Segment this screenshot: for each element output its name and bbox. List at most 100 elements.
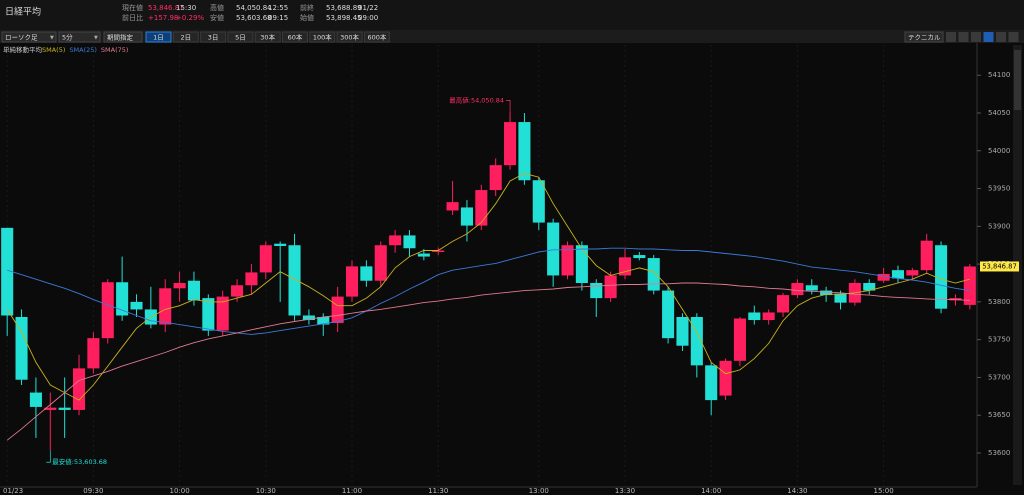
candle-body bbox=[345, 266, 359, 297]
period-button-text: 2日 bbox=[180, 34, 191, 42]
candle-body bbox=[15, 317, 28, 380]
period-button-text: 600本 bbox=[367, 33, 386, 42]
indicator-title: 単純移動平均 bbox=[3, 45, 43, 54]
tool-icon[interactable] bbox=[958, 32, 969, 42]
stat-label: 前終 bbox=[300, 3, 314, 12]
candle-body bbox=[374, 245, 387, 281]
candle-body bbox=[101, 282, 114, 339]
candle-body bbox=[891, 270, 905, 279]
candle-body bbox=[662, 290, 675, 339]
stat-value: 53,603.68 bbox=[236, 14, 272, 22]
last-price-tag bbox=[980, 261, 1019, 272]
candle-body bbox=[805, 285, 818, 291]
candle-body bbox=[245, 272, 258, 286]
interval-dropdown[interactable] bbox=[58, 31, 101, 43]
period-button-text: 1日 bbox=[153, 34, 164, 42]
candle-body bbox=[288, 245, 301, 316]
candle-body bbox=[777, 295, 790, 313]
tool-icon[interactable] bbox=[996, 32, 1006, 42]
style-dropdown-text: ローソク足 bbox=[5, 34, 38, 42]
period-button-text: 100本 bbox=[313, 33, 332, 42]
y-tick-label: 54050 bbox=[988, 109, 1010, 117]
style-dropdown[interactable] bbox=[1, 31, 57, 43]
candle-body bbox=[748, 312, 761, 321]
candle-body bbox=[877, 273, 890, 281]
candle-body bbox=[389, 235, 402, 246]
tool-icon[interactable] bbox=[1008, 32, 1019, 42]
y-tick-label: 54100 bbox=[988, 71, 1010, 79]
period-button-text: 300本 bbox=[340, 33, 359, 42]
period-button[interactable] bbox=[282, 31, 308, 43]
technical-button[interactable] bbox=[904, 31, 944, 43]
candle-body bbox=[403, 235, 416, 249]
header-bg bbox=[0, 0, 1024, 30]
candle-body bbox=[647, 258, 660, 291]
sma-line bbox=[6, 282, 970, 441]
period-button[interactable] bbox=[254, 31, 281, 43]
candle-body bbox=[360, 266, 373, 281]
period-button[interactable] bbox=[227, 31, 254, 43]
stat-label: 始値 bbox=[300, 13, 314, 22]
candle-body bbox=[460, 207, 473, 226]
candle-body bbox=[446, 202, 459, 211]
candle-body bbox=[302, 315, 315, 321]
sma-line bbox=[7, 247, 970, 335]
stat-label: 前日比 bbox=[122, 13, 143, 22]
x-tick-label: 14:30 bbox=[787, 487, 807, 495]
candle-body bbox=[575, 245, 588, 283]
candle-body bbox=[561, 245, 574, 276]
candle-body bbox=[216, 296, 229, 331]
tool-icon[interactable] bbox=[983, 32, 994, 42]
x-tick-label: 01/23 bbox=[3, 487, 23, 495]
stat-extra: 01/22 bbox=[358, 4, 378, 12]
interval-dropdown-text: 5分 bbox=[62, 33, 73, 42]
stat-extra: 09:15 bbox=[268, 14, 288, 22]
candle-body bbox=[475, 190, 488, 226]
period-button[interactable] bbox=[145, 31, 172, 43]
x-tick-label: 15:00 bbox=[874, 487, 894, 495]
x-tick-label: 11:00 bbox=[342, 487, 362, 495]
candle-body bbox=[690, 317, 703, 366]
candle-body bbox=[518, 122, 531, 181]
tool-icon[interactable] bbox=[946, 32, 956, 42]
range-input[interactable] bbox=[103, 31, 143, 43]
candle-body bbox=[676, 317, 689, 346]
scroll-thumb[interactable] bbox=[1014, 50, 1021, 110]
candle-body bbox=[317, 317, 330, 325]
candle-body bbox=[231, 285, 244, 297]
candle-body bbox=[58, 407, 71, 410]
period-button[interactable] bbox=[363, 31, 390, 43]
candle-body bbox=[820, 290, 833, 296]
period-button[interactable] bbox=[309, 31, 336, 43]
y-tick-label: 53650 bbox=[988, 411, 1010, 419]
candle-body bbox=[733, 318, 746, 361]
legend-entry: SMA(5) bbox=[42, 46, 65, 54]
candle-body bbox=[159, 288, 172, 325]
period-button[interactable] bbox=[172, 31, 199, 43]
stat-extra: 12:55 bbox=[268, 4, 288, 12]
stat-value: 53,898.45 bbox=[326, 14, 362, 22]
stat-label: 現在値 bbox=[122, 3, 143, 12]
stat-value: 53,688.89 bbox=[326, 4, 362, 12]
candle-body bbox=[432, 250, 445, 253]
candle-body bbox=[920, 240, 933, 271]
candle-body bbox=[87, 338, 100, 369]
candle-body bbox=[590, 283, 603, 299]
candle-body bbox=[130, 301, 143, 310]
tool-icon[interactable] bbox=[971, 32, 981, 42]
period-button[interactable] bbox=[200, 31, 227, 43]
candle-body bbox=[187, 280, 200, 301]
candle-body bbox=[29, 392, 42, 407]
candle-body bbox=[604, 275, 617, 299]
period-button[interactable] bbox=[336, 31, 363, 43]
y-tick-label: 53600 bbox=[988, 449, 1010, 457]
x-tick-label: 10:00 bbox=[170, 487, 190, 495]
stat-extra: 09:00 bbox=[358, 14, 378, 22]
candle-body bbox=[173, 283, 186, 289]
dropdown-arrow: ▼ bbox=[94, 35, 98, 41]
y-tick-label: 53700 bbox=[988, 373, 1010, 381]
x-tick-label: 10:30 bbox=[256, 487, 276, 495]
period-button-text: 5日 bbox=[235, 34, 246, 42]
last-price-label: 53,846.87 bbox=[982, 262, 1017, 270]
